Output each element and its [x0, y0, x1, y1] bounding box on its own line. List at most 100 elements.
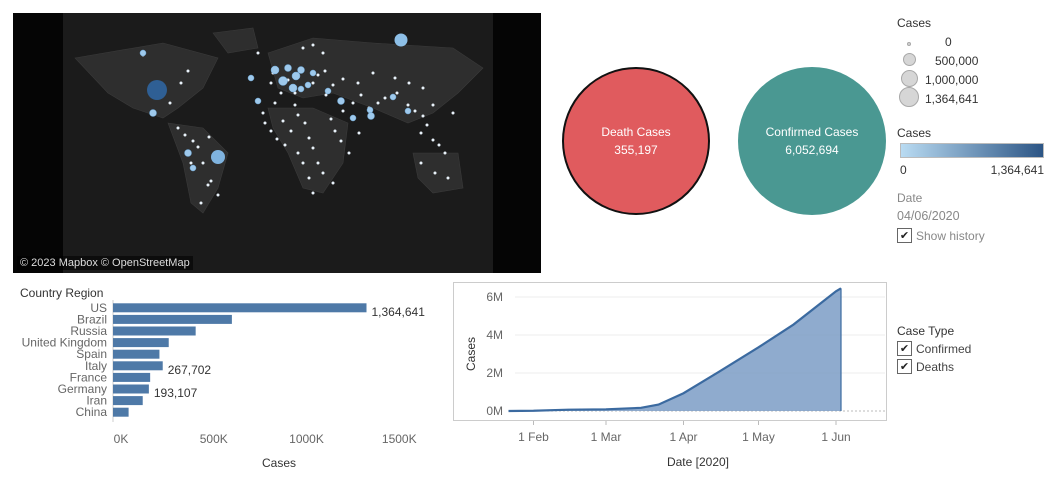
- map-case-bubble[interactable]: [366, 106, 374, 114]
- map-case-point[interactable]: [307, 136, 311, 140]
- map-case-bubble[interactable]: [139, 49, 147, 57]
- map-case-point[interactable]: [431, 103, 435, 107]
- map-case-point[interactable]: [186, 69, 190, 73]
- map-case-point[interactable]: [393, 76, 397, 80]
- map-case-point[interactable]: [261, 111, 265, 115]
- map-case-bubble[interactable]: [389, 93, 397, 101]
- map-case-bubble[interactable]: [291, 71, 301, 81]
- map-case-point[interactable]: [168, 101, 172, 105]
- map-case-point[interactable]: [356, 81, 360, 85]
- bar-united-kingdom[interactable]: [113, 338, 169, 348]
- map-case-point[interactable]: [316, 73, 320, 77]
- death-cases-kpi[interactable]: Death Cases 355,197: [562, 67, 710, 215]
- map-case-bubble[interactable]: [147, 80, 167, 100]
- map-case-point[interactable]: [269, 129, 273, 133]
- map-case-bubble[interactable]: [184, 149, 192, 157]
- map-case-point[interactable]: [371, 71, 375, 75]
- area-series-fill[interactable]: [508, 288, 842, 411]
- map-case-bubble[interactable]: [297, 66, 305, 74]
- map-case-point[interactable]: [311, 191, 315, 195]
- map-case-bubble[interactable]: [254, 97, 262, 105]
- map-case-bubble[interactable]: [297, 85, 305, 93]
- date-filter-value[interactable]: 04/06/2020: [897, 209, 960, 223]
- map-case-point[interactable]: [279, 91, 283, 95]
- map-case-point[interactable]: [425, 123, 429, 127]
- world-map[interactable]: © 2023 Mapbox © OpenStreetMap: [13, 13, 541, 273]
- area-series-line[interactable]: [508, 287, 842, 413]
- map-case-point[interactable]: [357, 131, 361, 135]
- map-case-point[interactable]: [351, 101, 355, 105]
- map-case-point[interactable]: [273, 101, 277, 105]
- map-case-point[interactable]: [183, 133, 187, 137]
- map-case-point[interactable]: [395, 91, 399, 95]
- map-case-point[interactable]: [216, 193, 220, 197]
- map-case-bubble[interactable]: [211, 150, 225, 164]
- map-case-point[interactable]: [331, 181, 335, 185]
- map-case-point[interactable]: [209, 179, 213, 183]
- map-case-point[interactable]: [376, 101, 380, 105]
- map-case-point[interactable]: [329, 117, 333, 121]
- map-case-point[interactable]: [407, 81, 411, 85]
- map-case-point[interactable]: [431, 138, 435, 142]
- bar-brazil[interactable]: [113, 314, 232, 324]
- map-case-point[interactable]: [437, 143, 441, 147]
- map-case-point[interactable]: [443, 151, 447, 155]
- map-case-point[interactable]: [331, 83, 335, 87]
- map-case-bubble[interactable]: [367, 112, 375, 120]
- map-canvas[interactable]: [13, 13, 541, 273]
- map-case-point[interactable]: [311, 43, 315, 47]
- map-case-bubble[interactable]: [337, 97, 345, 105]
- show-history-toggle[interactable]: ✔ Show history: [897, 228, 985, 243]
- map-case-point[interactable]: [324, 93, 328, 97]
- map-case-point[interactable]: [321, 51, 325, 55]
- map-case-point[interactable]: [321, 171, 325, 175]
- map-case-bubble[interactable]: [278, 76, 288, 86]
- map-case-point[interactable]: [179, 81, 183, 85]
- map-case-point[interactable]: [269, 81, 273, 85]
- map-case-point[interactable]: [347, 151, 351, 155]
- confirmed-cases-kpi[interactable]: Confirmed Cases 6,052,694: [738, 67, 886, 215]
- map-case-point[interactable]: [333, 129, 337, 133]
- map-case-point[interactable]: [451, 111, 455, 115]
- map-case-point[interactable]: [419, 131, 423, 135]
- map-case-point[interactable]: [419, 161, 423, 165]
- map-case-bubble[interactable]: [149, 109, 157, 117]
- map-case-bubble[interactable]: [189, 164, 197, 172]
- bar-france[interactable]: [113, 372, 151, 382]
- checkbox-check-icon[interactable]: ✔: [897, 228, 912, 243]
- map-case-point[interactable]: [296, 113, 300, 117]
- case-type-deaths-toggle[interactable]: ✔ Deaths: [897, 359, 954, 374]
- map-case-point[interactable]: [256, 51, 260, 55]
- map-case-point[interactable]: [206, 183, 210, 187]
- case-type-confirmed-toggle[interactable]: ✔ Confirmed: [897, 341, 971, 356]
- map-case-point[interactable]: [301, 46, 305, 50]
- map-case-point[interactable]: [341, 109, 345, 113]
- map-case-point[interactable]: [263, 121, 267, 125]
- map-case-point[interactable]: [191, 139, 195, 143]
- map-case-bubble[interactable]: [404, 107, 412, 115]
- bar-russia[interactable]: [113, 326, 196, 336]
- map-case-point[interactable]: [289, 129, 293, 133]
- checkbox-check-icon[interactable]: ✔: [897, 341, 912, 356]
- bar-iran[interactable]: [113, 396, 143, 406]
- map-case-bubble[interactable]: [270, 65, 280, 75]
- map-case-bubble[interactable]: [349, 114, 357, 122]
- map-case-point[interactable]: [446, 176, 450, 180]
- map-case-bubble[interactable]: [309, 69, 317, 77]
- map-case-bubble[interactable]: [324, 87, 332, 95]
- map-case-point[interactable]: [311, 146, 315, 150]
- map-case-point[interactable]: [293, 91, 297, 95]
- map-case-bubble[interactable]: [247, 74, 255, 82]
- map-case-point[interactable]: [275, 137, 279, 141]
- checkbox-check-icon[interactable]: ✔: [897, 359, 912, 374]
- map-case-point[interactable]: [207, 135, 211, 139]
- bar-germany[interactable]: [113, 384, 149, 394]
- bar-china[interactable]: [113, 407, 129, 417]
- map-case-point[interactable]: [293, 103, 297, 107]
- map-case-point[interactable]: [199, 201, 203, 205]
- map-case-point[interactable]: [433, 171, 437, 175]
- map-case-point[interactable]: [307, 176, 311, 180]
- map-case-point[interactable]: [413, 109, 417, 113]
- map-case-bubble[interactable]: [284, 64, 292, 72]
- map-case-point[interactable]: [281, 119, 285, 123]
